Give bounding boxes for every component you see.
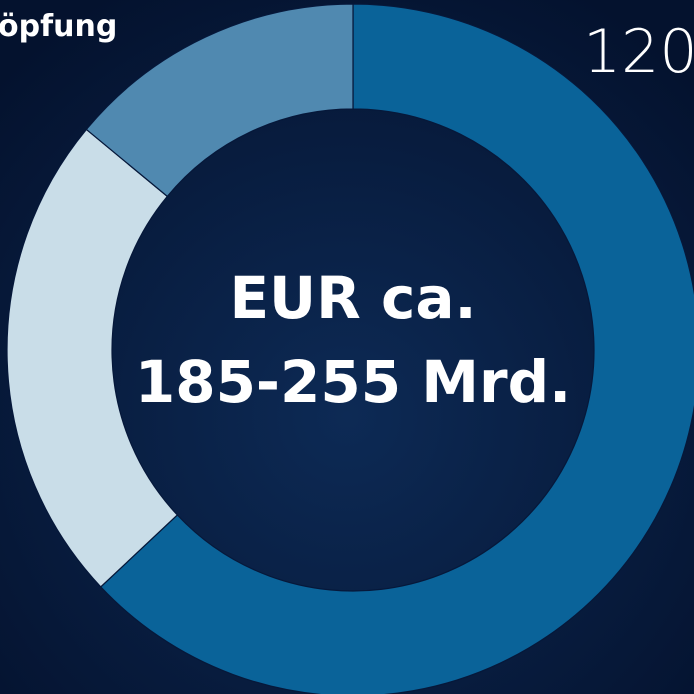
- center-label: EUR ca.: [229, 264, 476, 332]
- donut-segment: [85, 3, 354, 198]
- annotation: 120: [583, 17, 694, 87]
- chart-title: öpfung: [0, 9, 117, 44]
- donut-segment: [6, 128, 179, 588]
- center-label: 185-255 Mrd.: [135, 348, 571, 416]
- donut-segment: [99, 3, 694, 694]
- donut: [6, 3, 694, 694]
